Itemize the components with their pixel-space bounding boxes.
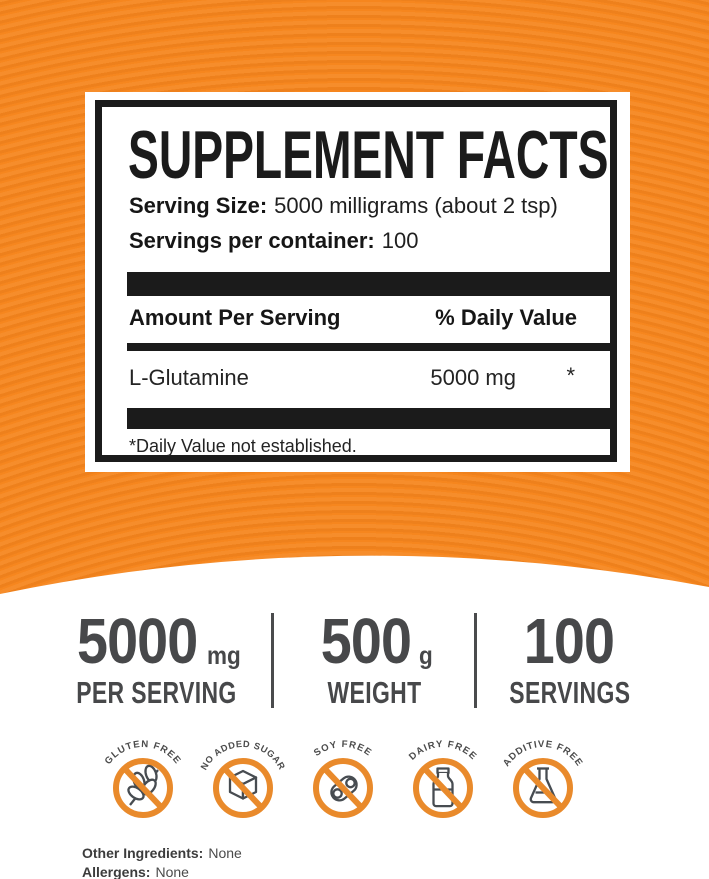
stat-per-serving-label: PER SERVING — [76, 675, 237, 710]
allergens-label: Allergens: — [82, 864, 151, 879]
amount-per-serving-header: Amount Per Serving — [129, 305, 341, 330]
medium-divider-bar — [127, 343, 614, 351]
prohibited-circle-icon — [313, 758, 373, 818]
servings-per-container-line: Servings per container: 100 — [129, 228, 577, 254]
badge-soy-free-label: SOY FREE — [312, 739, 373, 759]
white-curve-divider — [0, 555, 709, 610]
prohibited-circle-icon — [113, 758, 173, 818]
stat-weight: 500 g WEIGHT — [274, 608, 474, 713]
badge-additive-free: ADDITIVE FREE — [493, 727, 593, 832]
stat-per-serving-value: 5000 — [77, 605, 198, 677]
ingredient-dv: * — [566, 363, 575, 388]
no-added-sugar-badge-graphic: NO ADDED SUGAR — [199, 739, 287, 818]
stats-divider — [474, 613, 477, 708]
ingredient-name: L-Glutamine — [129, 365, 249, 390]
stat-servings-label: SERVINGS — [508, 675, 631, 710]
facts-title: SUPPLEMENT FACTS — [128, 117, 609, 193]
svg-text:SOY FREE: SOY FREE — [312, 739, 374, 759]
other-ingredients-line: Other Ingredients: None — [82, 844, 242, 863]
svg-text:ADDITIVE FREE: ADDITIVE FREE — [501, 739, 585, 769]
daily-value-header: % Daily Value — [435, 305, 577, 330]
soy-free-badge-graphic: SOY FREE — [312, 739, 374, 818]
ingredient-row: L-Glutamine 5000 mg * — [129, 363, 577, 391]
other-ingredients-value: None — [208, 845, 242, 861]
stat-per-serving-unit: mg — [207, 642, 242, 670]
servings-label: Servings per container: — [129, 228, 375, 253]
daily-value-footnote: *Daily Value not established. — [129, 436, 357, 456]
serving-size-value: 5000 milligrams (about 2 tsp) — [274, 193, 558, 218]
prohibited-circle-icon — [213, 758, 273, 818]
ingredient-amount: 5000 mg — [430, 365, 516, 390]
additive-free-badge-graphic: ADDITIVE FREE — [501, 739, 585, 818]
allergens-value: None — [155, 864, 189, 879]
stat-per-serving: 5000 mg PER SERVING — [40, 608, 273, 713]
serving-size-line: Serving Size: 5000 milligrams (about 2 ts… — [129, 193, 577, 219]
supplement-facts-panel: SUPPLEMENT FACTS Serving Size: 5000 milli… — [85, 92, 630, 472]
allergens-line: Allergens: None — [82, 863, 242, 879]
badge-gluten-free: GLUTEN FREE — [93, 727, 193, 832]
free-of-badges-row: GLUTEN FREE NO ADDED — [93, 727, 593, 832]
other-ingredients-label: Other Ingredients: — [82, 845, 204, 861]
stats-divider — [271, 613, 274, 708]
gluten-free-badge-graphic: GLUTEN FREE — [103, 739, 182, 818]
stat-servings: 100 SERVINGS — [477, 608, 662, 713]
stat-weight-label: WEIGHT — [327, 675, 421, 710]
badge-no-added-sugar: NO ADDED SUGAR — [193, 727, 293, 832]
badge-soy-free: SOY FREE — [293, 727, 393, 832]
footer-ingredients: Other Ingredients: None Allergens: None — [82, 844, 242, 879]
badge-dairy-free: DAIRY FREE — [393, 727, 493, 832]
prohibited-circle-icon — [513, 758, 573, 818]
stats-strip: 5000 mg PER SERVING 500 g WEIGHT 100 SERVI… — [0, 608, 709, 713]
stat-weight-value: 500 — [320, 605, 412, 677]
facts-panel-border: SUPPLEMENT FACTS Serving Size: 5000 milli… — [95, 100, 617, 462]
stat-weight-unit: g — [418, 642, 433, 670]
prohibited-circle-icon — [413, 758, 473, 818]
stat-servings-value: 100 — [523, 605, 615, 677]
badge-additive-free-label: ADDITIVE FREE — [501, 739, 584, 769]
facts-header-row: Amount Per Serving % Daily Value — [129, 305, 577, 331]
badge-no-added-sugar-label: NO ADDED SUGAR — [199, 739, 287, 772]
thick-divider-bar-top — [127, 272, 614, 296]
serving-size-label: Serving Size: — [129, 193, 268, 218]
thick-divider-bar-bottom — [127, 408, 614, 429]
dairy-free-badge-graphic: DAIRY FREE — [407, 739, 478, 818]
servings-value: 100 — [381, 228, 419, 253]
svg-text:NO ADDED SUGAR: NO ADDED SUGAR — [199, 739, 287, 772]
